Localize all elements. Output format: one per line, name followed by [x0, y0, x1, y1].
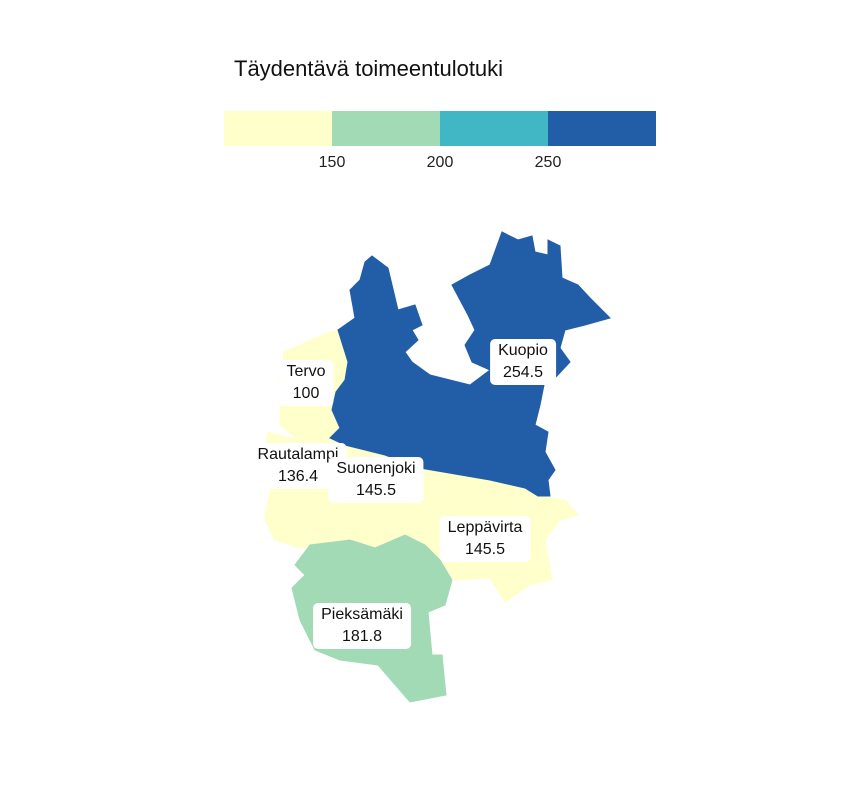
legend-tick-200: 200	[426, 154, 454, 171]
label-suonenjoki-name: Suonenjoki	[336, 460, 416, 477]
label-leppavirta: Leppävirta 145.5	[439, 516, 531, 562]
label-kuopio-value: 254.5	[502, 364, 544, 381]
label-suonenjoki-value: 145.5	[355, 482, 397, 499]
label-leppavirta-name: Leppävirta	[447, 519, 523, 536]
label-suonenjoki: Suonenjoki 145.5	[328, 457, 424, 503]
label-kuopio-name: Kuopio	[498, 342, 548, 359]
label-rautalampi-value: 136.4	[277, 468, 319, 485]
legend-swatch-3	[440, 111, 548, 146]
region-kuopio[interactable]	[329, 231, 611, 497]
label-pieksamaki-name: Pieksämäki	[321, 606, 403, 623]
label-rautalampi-name: Rautalampi	[257, 446, 339, 463]
legend-color-scale	[224, 111, 656, 146]
legend-tick-250: 250	[534, 154, 562, 171]
legend-swatch-4	[548, 111, 656, 146]
label-leppavirta-value: 145.5	[464, 541, 506, 558]
legend-tick-150: 150	[318, 154, 346, 171]
label-tervo-name: Tervo	[286, 363, 326, 380]
label-pieksamaki-value: 181.8	[341, 628, 383, 645]
label-tervo-value: 100	[292, 385, 320, 402]
label-tervo: Tervo 100	[278, 360, 334, 406]
legend-swatch-2	[332, 111, 440, 146]
legend-title: Täydentävä toimeentulotuki	[234, 56, 504, 81]
legend-swatch-1	[224, 111, 332, 146]
label-pieksamaki: Pieksämäki 181.8	[313, 603, 411, 649]
label-kuopio: Kuopio 254.5	[490, 339, 556, 385]
